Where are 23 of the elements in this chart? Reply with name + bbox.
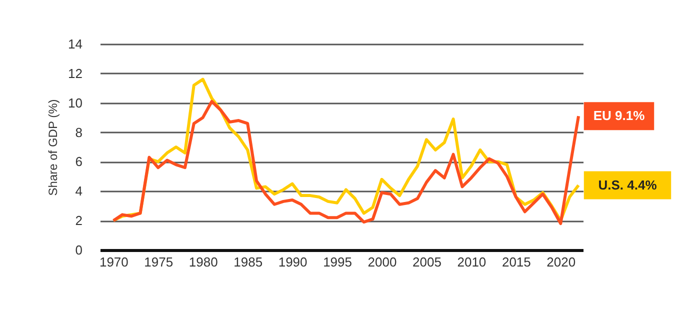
x-tick-label: 1980 bbox=[188, 254, 218, 270]
line-series bbox=[112, 100, 580, 226]
y-tick-label: 4 bbox=[75, 184, 82, 199]
y-tick-label: 6 bbox=[75, 154, 82, 170]
series-label: EU 9.1% bbox=[593, 108, 646, 124]
x-tick-label: 2005 bbox=[412, 254, 442, 270]
x-tick-label: 1985 bbox=[234, 254, 263, 270]
y-tick-label: 12 bbox=[68, 66, 82, 81]
x-tick-label: 1995 bbox=[323, 254, 352, 270]
y-tick-label: 2 bbox=[75, 213, 82, 228]
y-axis-title: Share of GDP (%) bbox=[46, 99, 60, 196]
y-tick-label: 10 bbox=[68, 95, 82, 110]
y-tick-label: 14 bbox=[68, 36, 82, 52]
y-tick-label: 8 bbox=[75, 124, 82, 140]
x-tick-label: 2020 bbox=[546, 254, 576, 270]
x-tick-label: 1975 bbox=[144, 254, 174, 270]
x-tick-label: 2000 bbox=[368, 254, 397, 270]
y-tick-label: 0 bbox=[75, 242, 82, 258]
x-tick-label: 1990 bbox=[278, 254, 308, 270]
x-tick-label: 2010 bbox=[457, 254, 486, 270]
x-tick-label: 1970 bbox=[99, 254, 128, 270]
x-tick-label: 2015 bbox=[502, 254, 531, 270]
series-label: U.S. 4.4% bbox=[598, 177, 658, 192]
